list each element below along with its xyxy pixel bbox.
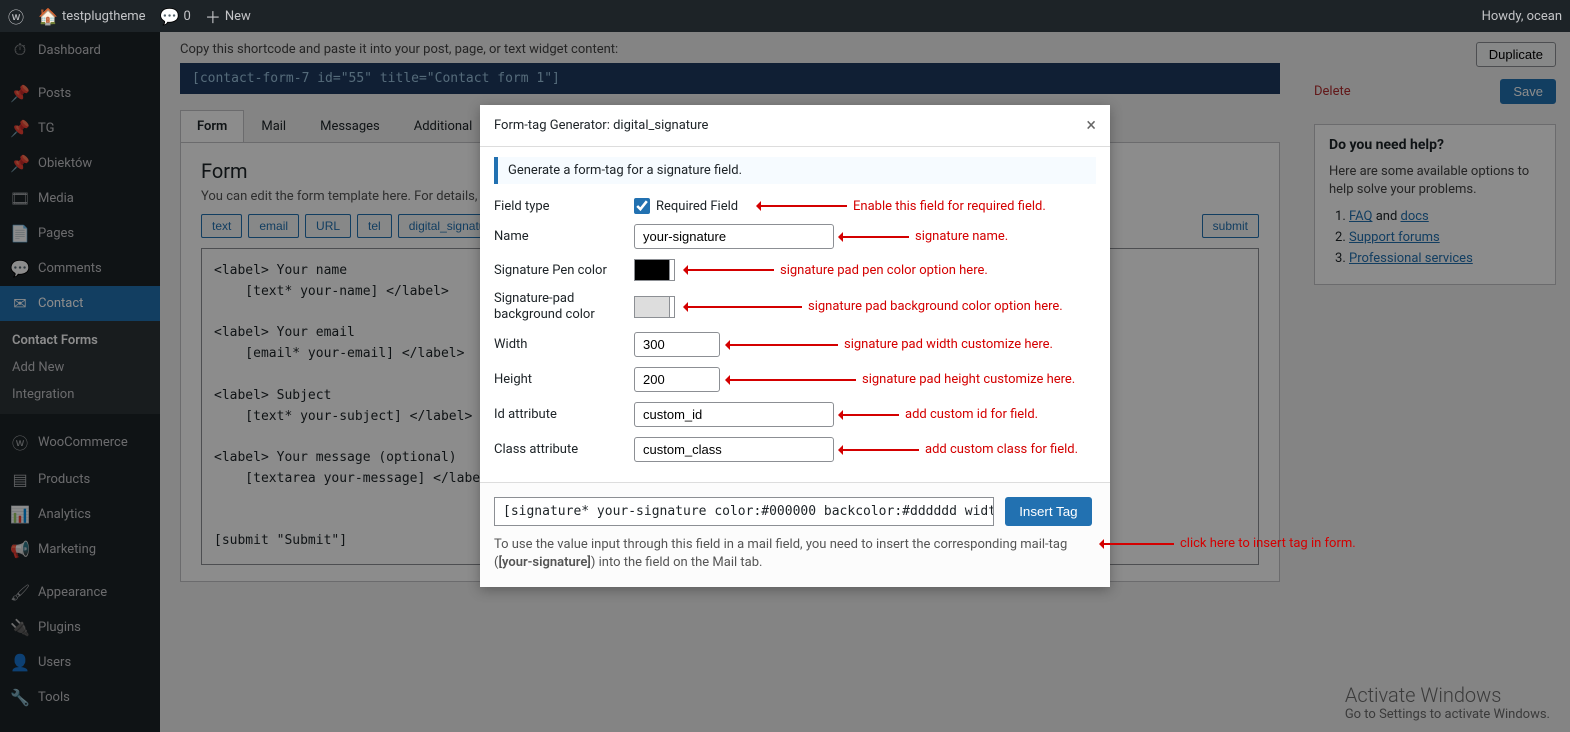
label-pen-color: Signature Pen color [494,263,634,278]
label-field-type: Field type [494,199,634,214]
comments-link[interactable]: 💬0 [160,7,191,26]
insert-tag-button[interactable]: Insert Tag [1005,497,1091,526]
modal-title: Form-tag Generator: digital_signature [494,118,708,133]
color-handle[interactable] [669,259,675,281]
required-checkbox[interactable] [634,198,650,214]
modal-desc: Generate a form-tag for a signature fiel… [494,157,1096,184]
form-tag-generator-modal: Form-tag Generator: digital_signature × … [480,105,1110,587]
id-input[interactable] [634,402,834,427]
label-width: Width [494,337,634,352]
annotation-insert: click here to insert tag in form. [1100,536,1356,551]
greeting-link[interactable]: Howdy, ocean [1482,9,1562,24]
label-id: Id attribute [494,407,634,422]
label-height: Height [494,372,634,387]
wp-logo[interactable]: ⓦ [8,4,24,28]
pen-color-picker[interactable] [634,259,670,281]
close-icon[interactable]: × [1086,115,1096,136]
new-link[interactable]: ＋New [205,4,251,28]
width-input[interactable] [634,332,720,357]
height-input[interactable] [634,367,720,392]
admin-bar: ⓦ 🏠testplugtheme 💬0 ＋New Howdy, ocean [0,0,1570,32]
color-handle[interactable] [669,296,675,318]
label-name: Name [494,229,634,244]
class-input[interactable] [634,437,834,462]
required-label: Required Field [656,199,738,214]
label-bg-color: Signature-pad background color [494,291,634,322]
bg-color-picker[interactable] [634,296,670,318]
name-input[interactable] [634,224,834,249]
generated-tag-output[interactable]: [signature* your-signature color:#000000… [494,497,994,526]
site-link[interactable]: 🏠testplugtheme [38,7,146,26]
label-class: Class attribute [494,442,634,457]
mail-tag-note: To use the value input through this fiel… [494,536,1096,572]
